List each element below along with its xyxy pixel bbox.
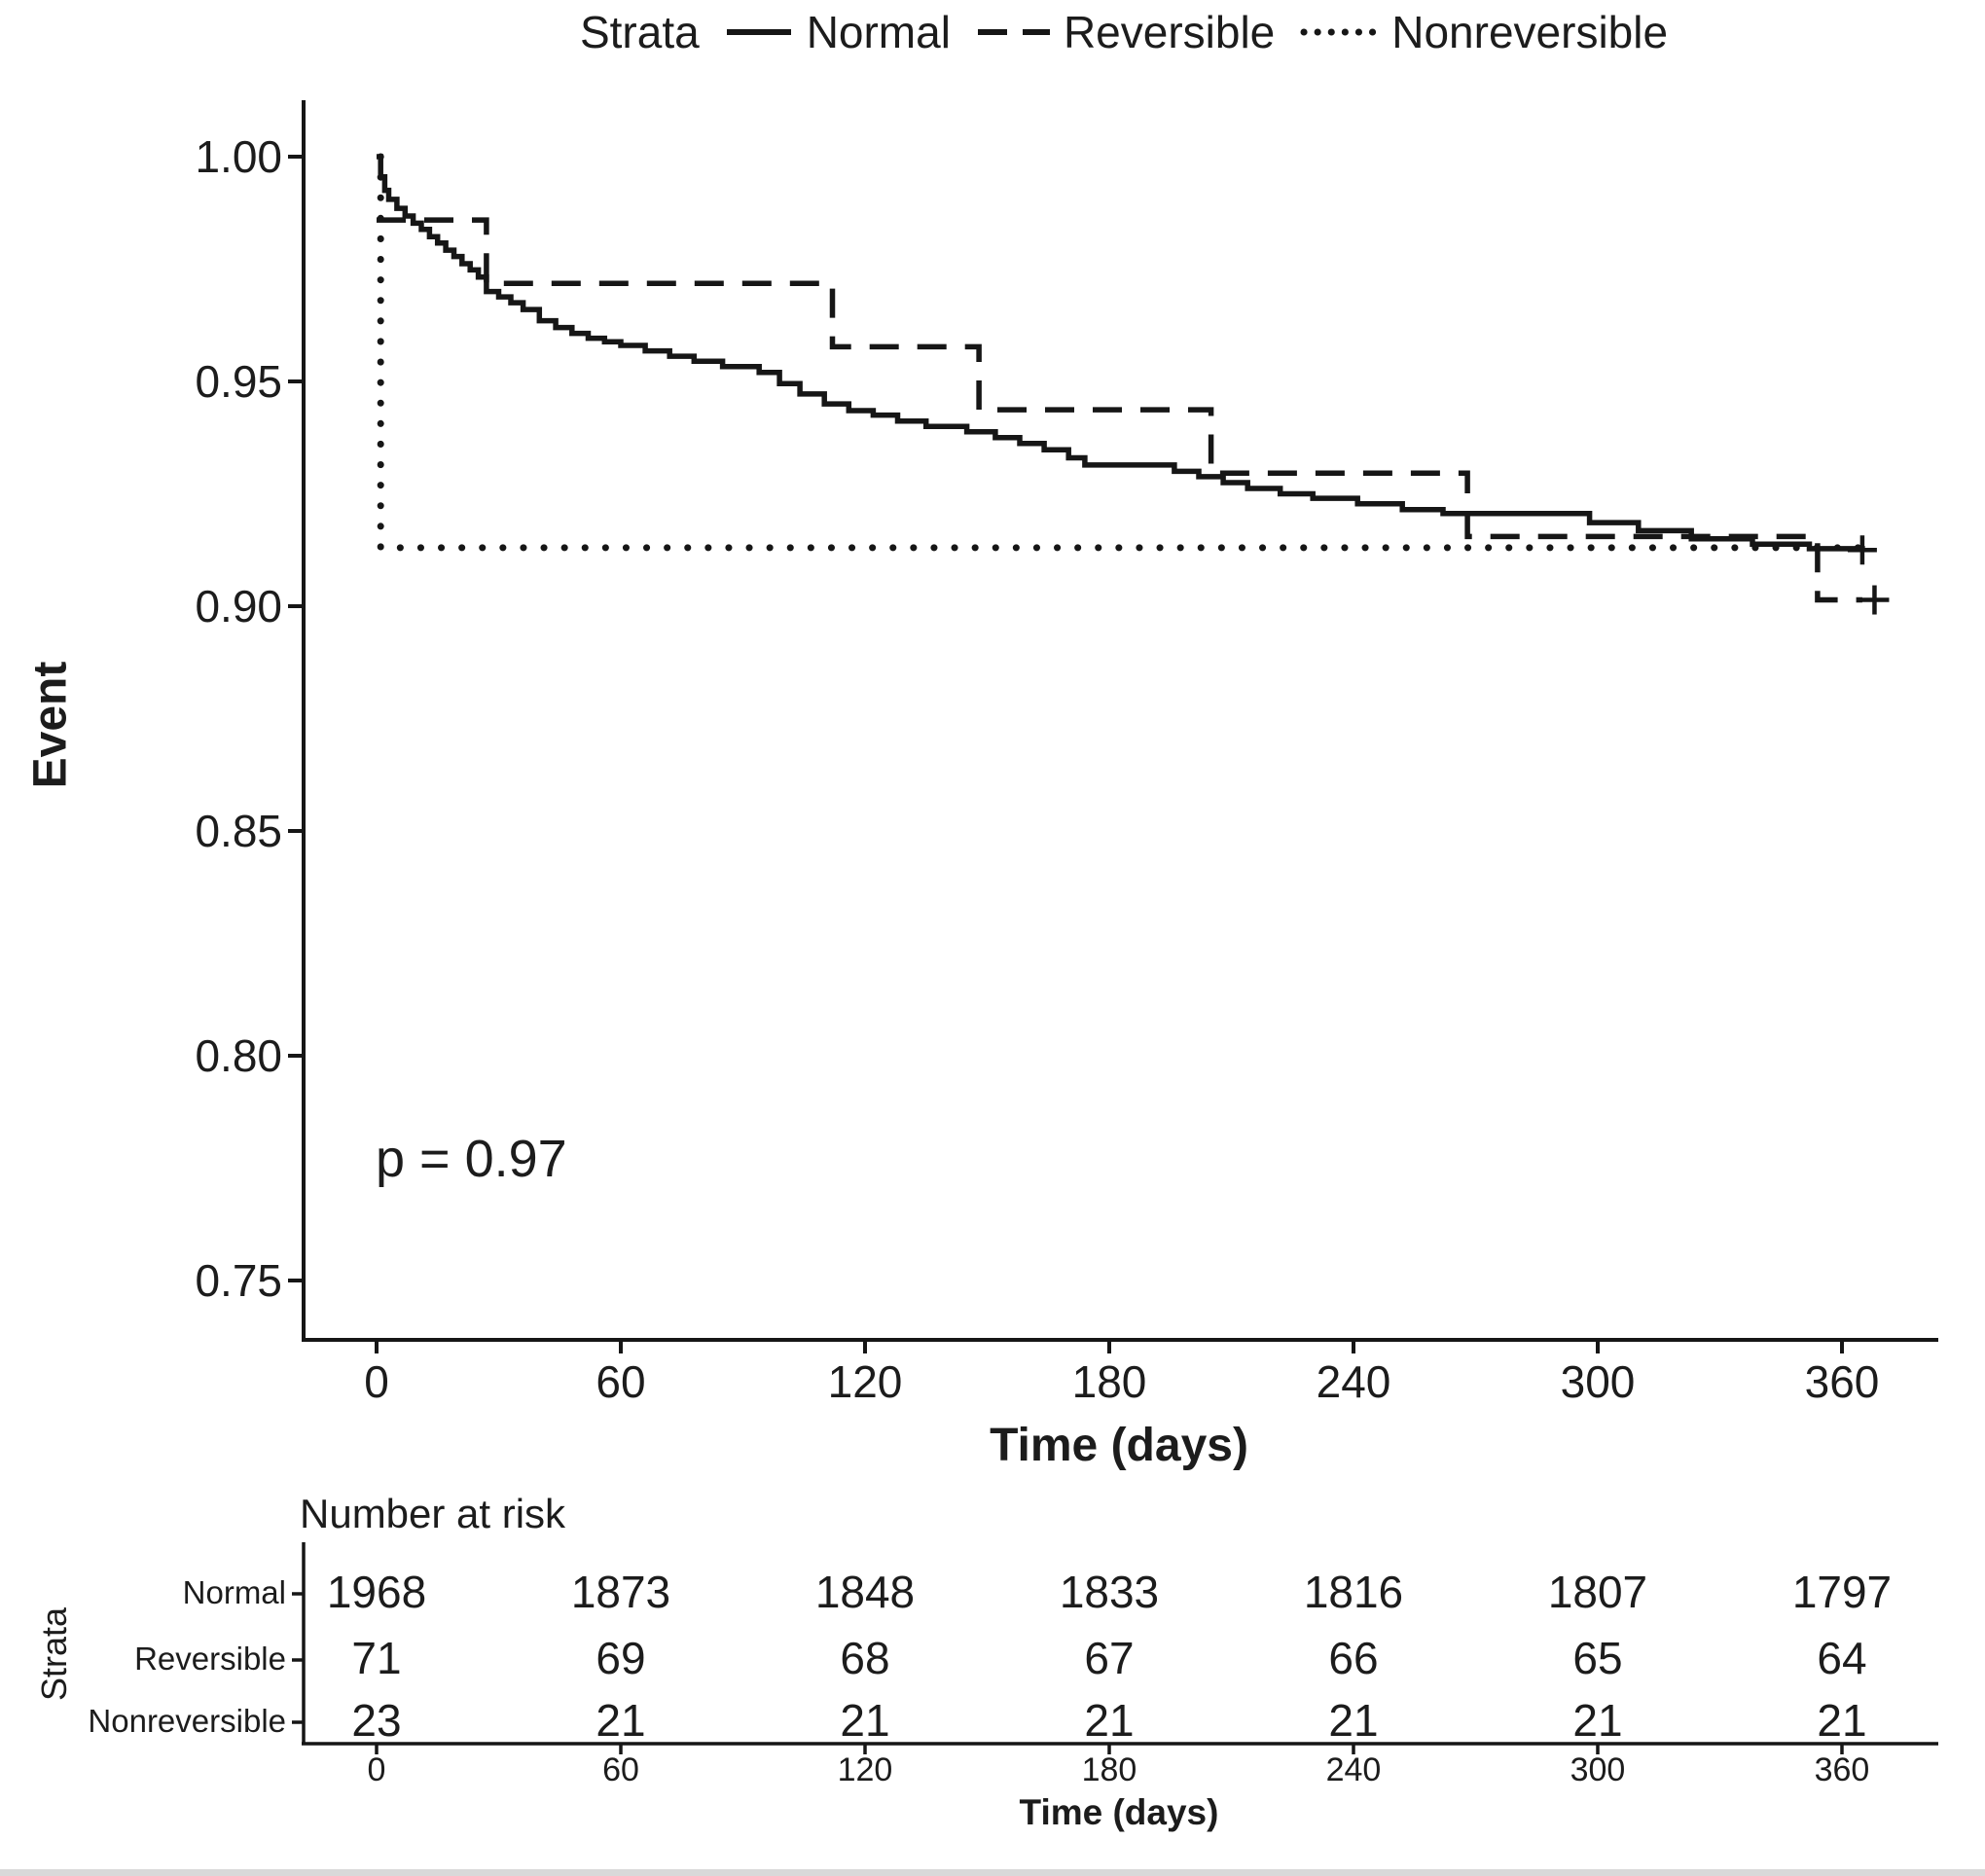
x-tick-label: 300 <box>1560 1356 1636 1407</box>
risk-cell: 64 <box>1817 1633 1867 1683</box>
x-tick-label: 240 <box>1316 1356 1391 1407</box>
risk-cell: 1816 <box>1303 1567 1404 1617</box>
km-series-normal-path <box>377 154 1865 552</box>
risk-cell: 21 <box>1084 1695 1135 1746</box>
y-tick-label: 0.90 <box>195 581 282 631</box>
risk-tick-label: 120 <box>837 1751 893 1788</box>
y-tick-label: 0.95 <box>195 356 282 407</box>
risk-x-axis-title: Time (days) <box>1019 1792 1219 1832</box>
risk-cell: 1873 <box>570 1567 671 1617</box>
legend-item-nonreversible: Nonreversible <box>1300 6 1668 58</box>
risk-tick-label: 360 <box>1814 1751 1870 1788</box>
risk-cell: 67 <box>1084 1633 1135 1683</box>
km-series-reversible-path <box>377 217 1862 603</box>
risk-tick-label: 60 <box>602 1751 639 1788</box>
dotted-line-icon <box>1300 28 1379 36</box>
legend-item-normal: Normal <box>725 6 951 58</box>
solid-line-icon <box>726 29 791 35</box>
p-value-annotation: p = 0.97 <box>376 1130 567 1188</box>
risk-row-label: Normal <box>182 1574 286 1610</box>
axes-group <box>288 100 1938 1353</box>
risk-cell: 1848 <box>814 1567 916 1617</box>
y-tick-label: 1.00 <box>195 131 282 182</box>
risk-row-label: Nonreversible <box>88 1703 286 1739</box>
risk-cell: 65 <box>1572 1633 1623 1683</box>
y-tick-label: 0.75 <box>195 1255 282 1306</box>
bottom-border-strip <box>0 1869 1985 1876</box>
risk-cell: 68 <box>840 1633 890 1683</box>
risk-cell: 1807 <box>1547 1567 1648 1617</box>
risk-cell: 1833 <box>1059 1567 1160 1617</box>
x-axis-title: Time (days) <box>990 1420 1248 1471</box>
risk-cell: 21 <box>840 1695 890 1746</box>
risk-cell: 71 <box>351 1633 402 1683</box>
risk-cell: 1797 <box>1791 1567 1893 1617</box>
risk-cell: 66 <box>1328 1633 1379 1683</box>
risk-cell: 21 <box>1572 1695 1623 1746</box>
risk-cell: 69 <box>596 1633 646 1683</box>
risk-tick-label: 240 <box>1325 1751 1382 1788</box>
y-tick-label: 0.80 <box>195 1030 282 1081</box>
x-tick-label: 0 <box>364 1356 389 1407</box>
risk-cell: 21 <box>596 1695 646 1746</box>
risk-tick-label: 300 <box>1570 1751 1626 1788</box>
risk-cell: 1968 <box>326 1567 427 1617</box>
risk-row-label: Reversible <box>134 1641 286 1677</box>
dashed-line-icon <box>977 29 1050 35</box>
legend-label: Reversible <box>1063 7 1276 57</box>
risk-cell: 21 <box>1328 1695 1379 1746</box>
risk-tick-label: 180 <box>1081 1751 1137 1788</box>
x-tick-label: 120 <box>827 1356 903 1407</box>
risk-table-title: Number at risk <box>300 1491 566 1536</box>
risk-cell: 23 <box>351 1695 402 1746</box>
risk-tick-label: 0 <box>367 1751 386 1788</box>
legend: Strata Normal Reversible Nonreversible <box>131 4 1985 60</box>
x-tick-label: 60 <box>596 1356 646 1407</box>
km-series-nonreversible-path <box>377 153 1866 552</box>
risk-cell: 21 <box>1817 1695 1867 1746</box>
legend-item-reversible: Reversible <box>976 6 1275 58</box>
legend-label: Normal <box>806 7 951 57</box>
legend-label: Nonreversible <box>1391 7 1669 57</box>
y-tick-label: 0.85 <box>195 806 282 856</box>
risk-axes-group <box>292 1542 1938 1754</box>
curves-group <box>377 153 1890 615</box>
x-tick-label: 360 <box>1804 1356 1880 1407</box>
legend-title: Strata <box>579 7 700 57</box>
x-tick-label: 180 <box>1071 1356 1147 1407</box>
